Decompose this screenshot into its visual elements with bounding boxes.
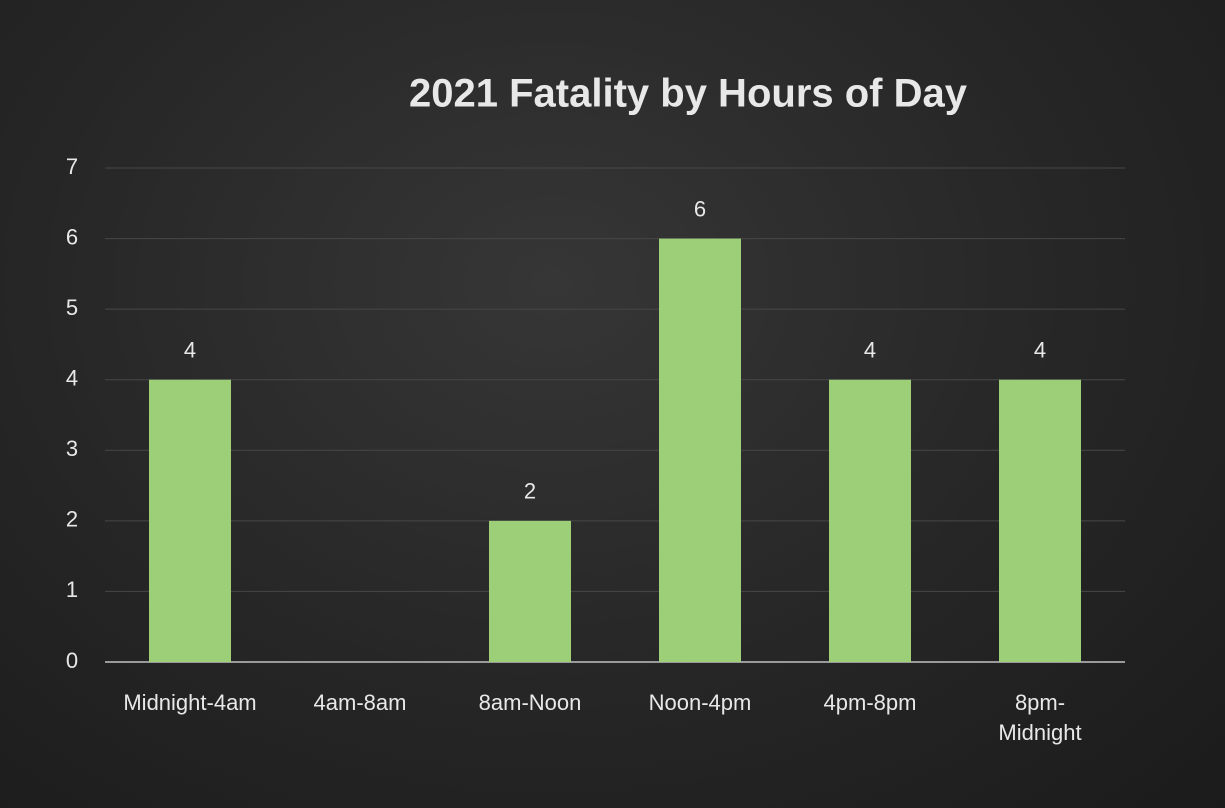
x-tick-label: Noon-4pm (648, 690, 752, 715)
x-tick-label: 8pm-Midnight (998, 690, 1082, 745)
y-tick-label: 7 (66, 154, 78, 179)
data-label: 4 (184, 338, 196, 363)
y-tick-label: 6 (66, 224, 78, 249)
bar (149, 379, 231, 662)
data-label: 4 (1034, 338, 1046, 363)
y-tick-label: 4 (66, 366, 78, 391)
x-tick-label: 4pm-8pm (823, 690, 917, 715)
chart-title: 2021 Fatality by Hours of Day (409, 72, 968, 116)
x-tick-label: Midnight-4am (123, 690, 257, 715)
x-tick-label: 4am-8am (313, 690, 407, 715)
bar (489, 520, 571, 662)
y-tick-label: 3 (66, 436, 78, 461)
bar (659, 238, 741, 663)
data-label: 4 (864, 338, 876, 363)
y-tick-label: 2 (66, 507, 78, 532)
y-tick-label: 0 (66, 648, 78, 673)
bar (999, 379, 1081, 662)
data-label: 6 (694, 196, 706, 221)
y-tick-label: 1 (66, 577, 78, 602)
y-tick-label: 5 (66, 295, 78, 320)
data-label: 2 (524, 479, 536, 504)
x-tick-label: 8am-Noon (478, 690, 582, 715)
bar (829, 379, 911, 662)
